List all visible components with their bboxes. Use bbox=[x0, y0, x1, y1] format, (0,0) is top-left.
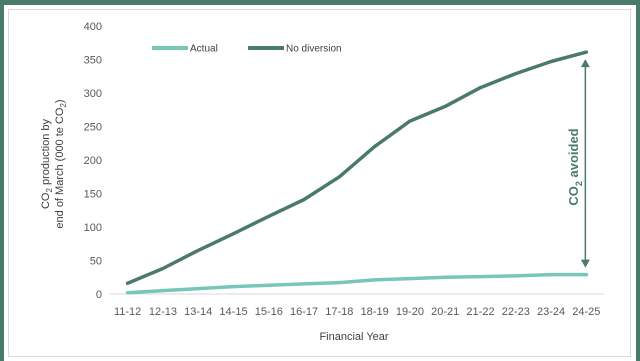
x-tick-label: 12-13 bbox=[149, 306, 177, 318]
x-tick-label: 22-23 bbox=[502, 306, 530, 318]
y-axis-title-line2: end of March (000 te CO2) bbox=[54, 99, 68, 228]
x-tick-label: 15-16 bbox=[255, 306, 283, 318]
x-tick-label: 18-19 bbox=[361, 306, 389, 318]
y-tick-label: 50 bbox=[90, 256, 102, 268]
x-tick-label: 20-21 bbox=[431, 306, 459, 318]
y-tick-label: 0 bbox=[96, 289, 102, 301]
y-tick-label: 400 bbox=[84, 21, 102, 33]
co2-avoided-text: CO2 avoided bbox=[566, 128, 584, 205]
x-tick-label: 11-12 bbox=[114, 306, 141, 318]
y-axis-title: CO2 production by end of March (000 te C… bbox=[40, 99, 68, 228]
x-axis-title: Financial Year bbox=[319, 331, 388, 343]
y-axis-title-line1: CO2 production by bbox=[40, 118, 54, 209]
legend-label-actual: Actual bbox=[190, 44, 218, 55]
y-tick-label: 300 bbox=[84, 88, 102, 100]
y-tick-label: 250 bbox=[84, 122, 102, 134]
series-lines bbox=[125, 50, 589, 295]
y-tick-label: 150 bbox=[84, 189, 102, 201]
legend: Actual No diversion bbox=[152, 44, 342, 55]
annotation-arrow-head-up bbox=[580, 59, 590, 68]
top-border-band bbox=[0, 0, 640, 5]
x-tick-label: 23-24 bbox=[537, 306, 565, 318]
co2-avoided-label: CO2 avoided bbox=[566, 128, 584, 205]
x-tick-labels: 11-12 12-13 13-14 14-15 15-16 16-17 17-18 18-19… bbox=[114, 306, 600, 318]
x-tick-label: 13-14 bbox=[184, 306, 212, 318]
legend-label-no-diversion: No diversion bbox=[286, 44, 342, 55]
y-tick-label: 350 bbox=[84, 55, 102, 67]
x-tick-label: 21-22 bbox=[466, 306, 494, 318]
y-tick-label: 100 bbox=[84, 222, 102, 234]
series-line-no-diversion bbox=[125, 50, 589, 286]
annotation-arrow-head-down bbox=[580, 259, 590, 268]
x-tick-label: 14-15 bbox=[219, 306, 247, 318]
x-tick-label: 19-20 bbox=[396, 306, 424, 318]
y-tick-label: 200 bbox=[84, 155, 102, 167]
x-tick-label: 17-18 bbox=[325, 306, 353, 318]
co2-avoided-annotation bbox=[580, 59, 590, 268]
x-tick-label: 24-25 bbox=[572, 306, 600, 318]
series-line-actual bbox=[125, 272, 589, 295]
x-tick-label: 16-17 bbox=[290, 306, 318, 318]
y-tick-labels: 0 50 100 150 200 250 300 350 400 bbox=[84, 21, 102, 301]
chart-area bbox=[8, 9, 631, 357]
